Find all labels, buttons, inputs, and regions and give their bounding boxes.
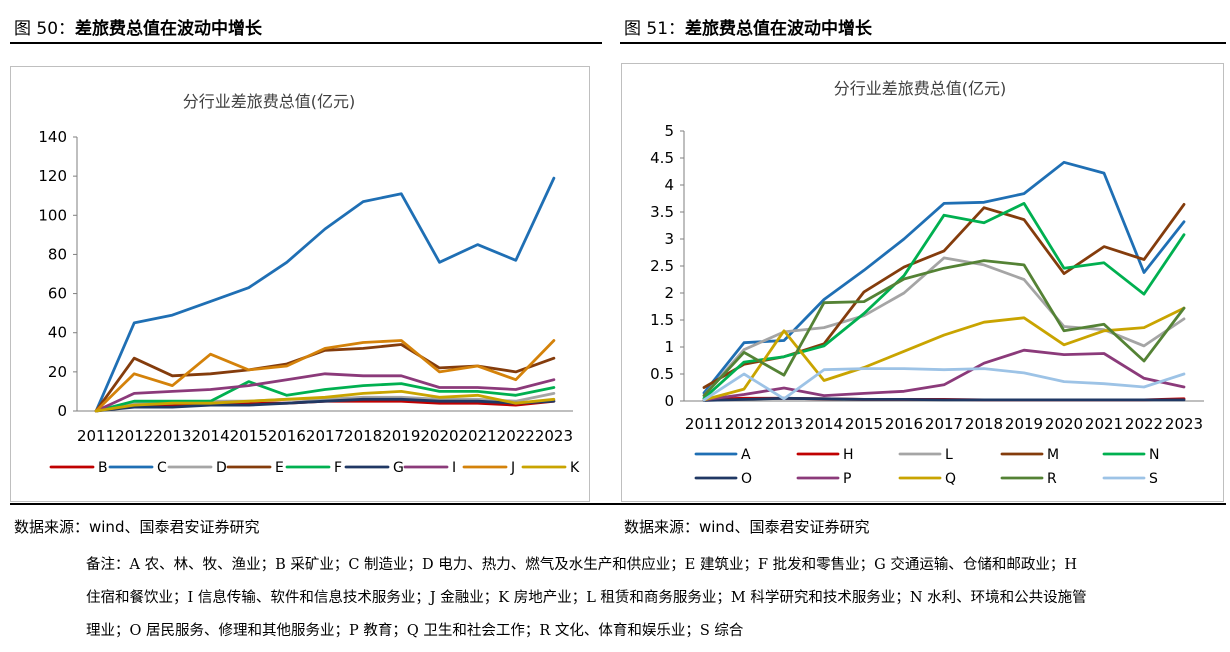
left-legend-label-I: I — [452, 460, 456, 476]
left-x-tick-label: 2017 — [306, 427, 344, 445]
right-x-tick-label: 2018 — [965, 415, 1003, 433]
left-x-tick-label: 2016 — [268, 427, 306, 445]
right-y-tick-label: 2.5 — [650, 257, 674, 275]
left-y-tick-label: 80 — [48, 245, 67, 263]
right-y-tick-label: 1 — [664, 338, 674, 356]
right-legend-label-Q: Q — [945, 471, 956, 487]
right-x-tick-label: 2017 — [925, 415, 963, 433]
left-y-tick-label: 20 — [48, 363, 67, 381]
left-x-tick-label: 2020 — [420, 427, 458, 445]
left-series-line-F — [94, 380, 556, 413]
notes-line-1: 备注：A 农、林、牧、渔业；B 采矿业；C 制造业；D 电力、热力、燃气及水生产… — [86, 557, 1077, 573]
right-y-tick-label: 0.5 — [650, 365, 674, 383]
left-x-tick-label: 2022 — [497, 427, 535, 445]
right-y-tick-label: 4 — [664, 176, 674, 194]
right-chart-title: 分行业差旅费总值(亿元) — [834, 79, 1007, 98]
right-title-rule — [620, 42, 1226, 44]
left-x-tick-label: 2014 — [191, 427, 229, 445]
right-y-tick-label: 3.5 — [650, 203, 674, 221]
right-series-line-P — [702, 348, 1186, 402]
left-source: 数据来源：wind、国泰君安证券研究 — [14, 518, 260, 536]
right-series-line-S — [702, 367, 1186, 402]
right-figure-title: 图 51：差旅费总值在波动中增长 — [624, 14, 872, 39]
notes-line-3: 理业；O 居民服务、修理和其他服务业；P 教育；Q 卫生和社会工作；R 文化、体… — [86, 623, 744, 639]
right-figure-title-text: 差旅费总值在波动中增长 — [685, 19, 873, 39]
left-x-tick-label: 2018 — [344, 427, 382, 445]
right-y-tick-label: 4.5 — [650, 149, 674, 167]
left-x-tick-label: 2023 — [535, 427, 573, 445]
right-y-tick-label: 3 — [664, 230, 674, 248]
left-chart-frame: 分行业差旅费总值(亿元) 0 20 40 60 80 100 120 140 2011 2012 20… — [10, 66, 590, 502]
left-figure-title-text: 差旅费总值在波动中增长 — [75, 19, 263, 39]
right-x-tick-label: 2012 — [725, 415, 763, 433]
left-legend-label-K: K — [570, 460, 580, 476]
right-y-tick-label: 5 — [664, 122, 674, 140]
right-x-tick-label: 2013 — [765, 415, 803, 433]
right-legend-label-H: H — [843, 447, 854, 463]
right-legend-label-S: S — [1149, 471, 1158, 487]
right-y-tick-label: 0 — [664, 392, 674, 410]
left-series-line-I — [94, 372, 556, 413]
left-y-tick-label: 60 — [48, 285, 67, 303]
right-legend-label-O: O — [741, 471, 752, 487]
right-legend-label-R: R — [1047, 471, 1057, 487]
right-x-tick-label: 2011 — [685, 415, 723, 433]
right-y-tick-label: 2 — [664, 284, 674, 302]
right-legend-label-P: P — [843, 471, 851, 487]
left-legend-label-F: F — [334, 460, 342, 476]
left-x-tick-label: 2021 — [459, 427, 497, 445]
left-series-line-G — [94, 397, 556, 413]
left-legend-label-B: B — [98, 460, 108, 476]
left-figure-number: 图 50： — [14, 19, 76, 39]
left-y-tick-label: 140 — [38, 128, 67, 146]
left-x-tick-label: 2013 — [153, 427, 191, 445]
bottom-rule — [10, 503, 1226, 505]
left-figure-title: 图 50：差旅费总值在波动中增长 — [14, 14, 262, 39]
left-y-tick-label: 100 — [38, 206, 67, 224]
left-series-line-C — [94, 176, 556, 413]
left-chart-title: 分行业差旅费总值(亿元) — [183, 92, 356, 111]
right-x-tick-label: 2022 — [1125, 415, 1163, 433]
right-legend-label-N: N — [1149, 447, 1159, 463]
left-y-tick-label: 40 — [48, 324, 67, 342]
left-y-tick-label: 120 — [38, 167, 67, 185]
left-x-tick-label: 2015 — [230, 427, 268, 445]
right-x-tick-label: 2020 — [1045, 415, 1083, 433]
right-series-line-N — [702, 201, 1186, 400]
left-x-tick-label: 2019 — [382, 427, 420, 445]
right-x-tick-label: 2016 — [885, 415, 923, 433]
right-figure-number: 图 51： — [624, 19, 686, 39]
left-series-line-J — [94, 339, 556, 413]
right-series-line-L — [702, 256, 1186, 398]
right-series-line-A — [702, 160, 1186, 395]
left-y-tick-label: 0 — [57, 402, 67, 420]
right-source: 数据来源：wind、国泰君安证券研究 — [624, 518, 870, 536]
right-series-line-R — [702, 259, 1186, 398]
right-x-tick-label: 2021 — [1085, 415, 1123, 433]
right-legend-label-L: L — [945, 447, 953, 463]
left-legend-label-C: C — [157, 460, 167, 476]
right-x-tick-label: 2014 — [805, 415, 843, 433]
left-series-line-K — [94, 389, 556, 413]
right-x-tick-label: 2023 — [1165, 415, 1203, 433]
notes-line-2: 住宿和餐饮业；I 信息传输、软件和信息技术服务业；J 金融业；K 房地产业；L … — [86, 590, 1087, 606]
right-chart-frame: 分行业差旅费总值(亿元) 0 0.5 1 1.5 2 2.5 3 3.5 4 4.5 5 2011 201… — [621, 63, 1224, 502]
left-legend-label-E: E — [275, 460, 284, 476]
right-y-tick-label: 1.5 — [650, 311, 674, 329]
left-legend-label-G: G — [393, 460, 404, 476]
left-x-tick-label: 2012 — [115, 427, 153, 445]
right-x-tick-label: 2015 — [845, 415, 883, 433]
right-legend-label-M: M — [1047, 447, 1059, 463]
left-x-tick-label: 2011 — [77, 427, 115, 445]
right-series-line-O — [702, 396, 1186, 402]
right-legend-label-A: A — [741, 447, 751, 463]
right-x-tick-label: 2019 — [1005, 415, 1043, 433]
left-legend-label-D: D — [216, 460, 227, 476]
left-title-rule — [10, 42, 602, 44]
right-series-line-Q — [702, 306, 1186, 402]
left-legend-label-J: J — [510, 460, 515, 476]
